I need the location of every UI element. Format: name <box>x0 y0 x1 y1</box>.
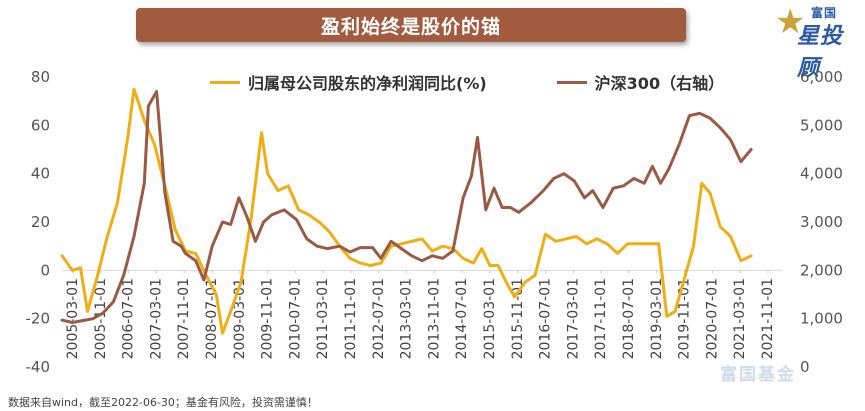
x-tick-label: 2012-07-01 <box>371 278 387 359</box>
x-tick-label: 2015-11-01 <box>510 278 526 359</box>
x-tick-label: 2019-11-01 <box>677 278 693 359</box>
legend-swatch-profit <box>210 80 240 84</box>
watermark: 富国基金 <box>720 365 796 385</box>
x-tick-label: 2016-07-01 <box>538 278 554 359</box>
x-tick-label: 2010-07-01 <box>287 278 303 359</box>
x-tick-label: 2017-03-01 <box>565 278 581 359</box>
y-left-tick-label: 60 <box>31 116 50 134</box>
x-tick-label: 2011-03-01 <box>315 278 331 359</box>
y-right-tick-label: 6,000 <box>800 68 843 86</box>
x-tick-label: 2015-03-01 <box>482 278 498 359</box>
x-tick-label: 2005-03-01 <box>65 278 81 359</box>
star-icon: ★ <box>775 2 806 42</box>
title-banner: 盈利始终是股价的锚 <box>136 8 686 42</box>
x-tick-label: 2007-03-01 <box>148 278 164 359</box>
y-right-tick-label: 3,000 <box>800 213 843 231</box>
legend-label-index: 沪深300（右轴） <box>594 74 725 93</box>
x-tick-label: 2017-11-01 <box>593 278 609 359</box>
legend-item-profit: 归属母公司股东的净利润同比(%) <box>210 70 487 94</box>
y-left-tick-label: 40 <box>31 165 50 183</box>
y-right-tick-label: 2,000 <box>800 261 843 279</box>
brand-logo: ★ 富国 星投顾 <box>775 2 865 81</box>
x-tick-label: 2007-11-01 <box>176 278 192 359</box>
y-right-tick-label: 0 <box>800 358 810 376</box>
x-tick-label: 2018-07-01 <box>621 278 637 359</box>
x-tick-label: 2013-03-01 <box>399 278 415 359</box>
x-tick-label: 2006-07-01 <box>121 278 137 359</box>
x-tick-label: 2021-03-01 <box>732 278 748 359</box>
y-right-tick-label: 4,000 <box>800 165 843 183</box>
legend-label-profit: 归属母公司股东的净利润同比(%) <box>248 74 487 93</box>
x-tick-label: 2009-11-01 <box>260 278 276 359</box>
y-right-tick-label: 1,000 <box>800 310 843 328</box>
brand-main-text: 星投顾 <box>797 24 844 81</box>
legend-swatch-index <box>556 80 587 84</box>
y-left-tick-label: 80 <box>31 68 50 86</box>
legend-item-index: 沪深300（右轴） <box>556 70 725 94</box>
series-line-csi300 <box>60 90 753 324</box>
y-right-tick-label: 5,000 <box>800 116 843 134</box>
y-left-tick-label: 0 <box>40 261 50 279</box>
y-left-tick-label: 20 <box>31 213 50 231</box>
x-tick-label: 2020-07-01 <box>704 278 720 359</box>
x-tick-label: 2013-11-01 <box>426 278 442 359</box>
brand-top-text: 富国 <box>811 6 838 20</box>
x-tick-label: 2008-07-01 <box>204 278 220 359</box>
x-tick-label: 2005-11-01 <box>93 278 109 359</box>
x-tick-label: 2011-11-01 <box>343 278 359 359</box>
chart-legend: 归属母公司股东的净利润同比(%) 沪深300（右轴） <box>210 70 724 94</box>
x-tick-label: 2021-11-01 <box>760 278 776 359</box>
series-line-profit-growth <box>60 87 753 335</box>
x-tick-label: 2019-03-01 <box>649 278 665 359</box>
y-left-tick-label: -20 <box>26 310 51 328</box>
chart-title: 盈利始终是股价的锚 <box>320 15 501 38</box>
footnote: 数据来自wind，截至2022-06-30；基金有风险，投资需谨慎！ <box>8 396 318 409</box>
y-left-tick-label: -40 <box>26 358 51 376</box>
x-tick-label: 2014-07-01 <box>454 278 470 359</box>
